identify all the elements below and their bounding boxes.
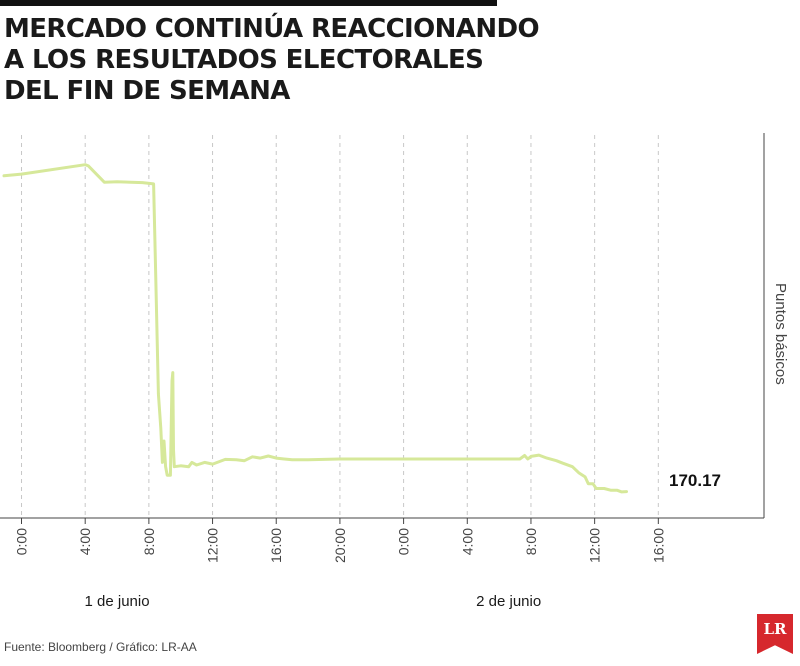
tick-label-0: 0:00 (14, 528, 30, 555)
day-label-2-junio: 2 de junio (476, 593, 541, 610)
tick-label-4: 16:00 (268, 528, 284, 563)
title-line-2: A LOS RESULTADOS ELECTORALES (4, 45, 484, 75)
y-axis-label: Puntos básicos (772, 283, 789, 385)
tick-label-2: 8:00 (141, 528, 157, 555)
title-line-3: DEL FIN DE SEMANA (4, 76, 290, 106)
tick-label-10: 16:00 (650, 528, 666, 563)
tick-label-5: 20:00 (332, 528, 348, 563)
tick-label-3: 12:00 (205, 528, 221, 563)
series (2, 163, 628, 494)
last-value-label: 170.17 (669, 471, 721, 490)
chart-title: MERCADO CONTINÚA REACCIONANDO A LOS RESU… (4, 14, 540, 107)
day-label-1-junio: 1 de junio (85, 593, 150, 610)
series-line-0 (2, 163, 628, 494)
tick-label-7: 4:00 (459, 528, 475, 555)
x-axis-ticks: 0:00 4:00 8:00 12:00 16:00 20:00 0:00 4:00 8:00 1… (14, 518, 666, 563)
source-note: Fuente: Bloomberg / Gráfico: LR-AA (4, 640, 197, 654)
tick-label-9: 12:00 (587, 528, 603, 563)
logo-text: LR (763, 620, 787, 638)
tick-label-6: 0:00 (396, 528, 412, 555)
tick-label-8: 8:00 (523, 528, 539, 555)
title-line-1: MERCADO CONTINÚA REACCIONANDO (4, 14, 540, 44)
tick-label-1: 4:00 (77, 528, 93, 555)
grid (21, 135, 659, 518)
top-rule (0, 0, 497, 6)
